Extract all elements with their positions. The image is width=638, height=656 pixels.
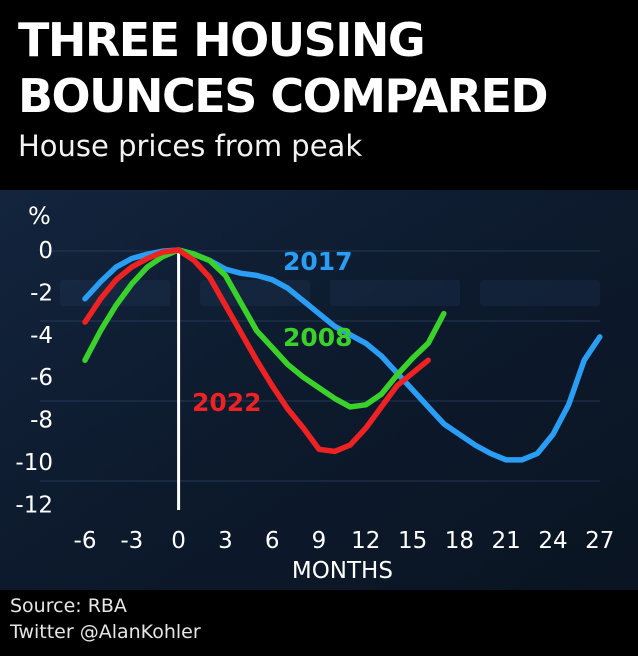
x-tick-label: 3	[218, 528, 233, 554]
y-tick-label: -4	[30, 323, 53, 349]
y-axis-label: %	[28, 202, 51, 230]
footer: Source: RBA Twitter @AlanKohler	[0, 590, 638, 656]
x-tick-label: 21	[492, 528, 521, 554]
x-tick-label: 15	[398, 528, 427, 554]
chart-title: THREE HOUSING BOUNCES COMPARED	[18, 12, 549, 124]
x-tick-label: -6	[74, 528, 97, 554]
y-tick-label: 0	[38, 238, 53, 264]
series-2008-line	[82, 247, 447, 410]
x-tick-label: 27	[585, 528, 614, 554]
x-tick-label: 18	[445, 528, 474, 554]
x-tick-label: -3	[120, 528, 143, 554]
y-tick-label: -8	[30, 408, 53, 434]
source-text: Source: RBA	[10, 595, 127, 617]
series-label-2017: 2017	[283, 247, 353, 276]
chart-area: % 0 -2 -4 -6 -8 -10 -12 -6 -3 0 3 6 9 12 15 18 21 24 27 MONT…	[0, 190, 638, 590]
y-tick-label: -10	[15, 450, 53, 476]
series-label-2022: 2022	[192, 388, 262, 417]
y-tick-label: -6	[30, 365, 53, 391]
x-axis-label: MONTHS	[292, 558, 393, 584]
x-tick-label: 9	[312, 528, 327, 554]
x-tick-label: 6	[265, 528, 280, 554]
series-label-2008: 2008	[283, 323, 353, 352]
x-tick-label: 0	[171, 528, 186, 554]
y-tick-label: -12	[15, 492, 53, 518]
x-tick-label: 24	[538, 528, 567, 554]
chart-subtitle: House prices from peak	[18, 129, 363, 163]
y-tick-label: -2	[30, 280, 53, 306]
series-2022-line	[82, 247, 431, 455]
credit-text: Twitter @AlanKohler	[10, 621, 201, 643]
line-chart: % 0 -2 -4 -6 -8 -10 -12 -6 -3 0 3 6 9 12 15 18 21 24 27 MONT…	[0, 190, 638, 590]
title-line-2: BOUNCES COMPARED	[18, 69, 549, 123]
x-tick-label: 12	[351, 528, 380, 554]
title-line-1: THREE HOUSING	[18, 13, 426, 67]
header: THREE HOUSING BOUNCES COMPARED House pri…	[0, 0, 638, 190]
